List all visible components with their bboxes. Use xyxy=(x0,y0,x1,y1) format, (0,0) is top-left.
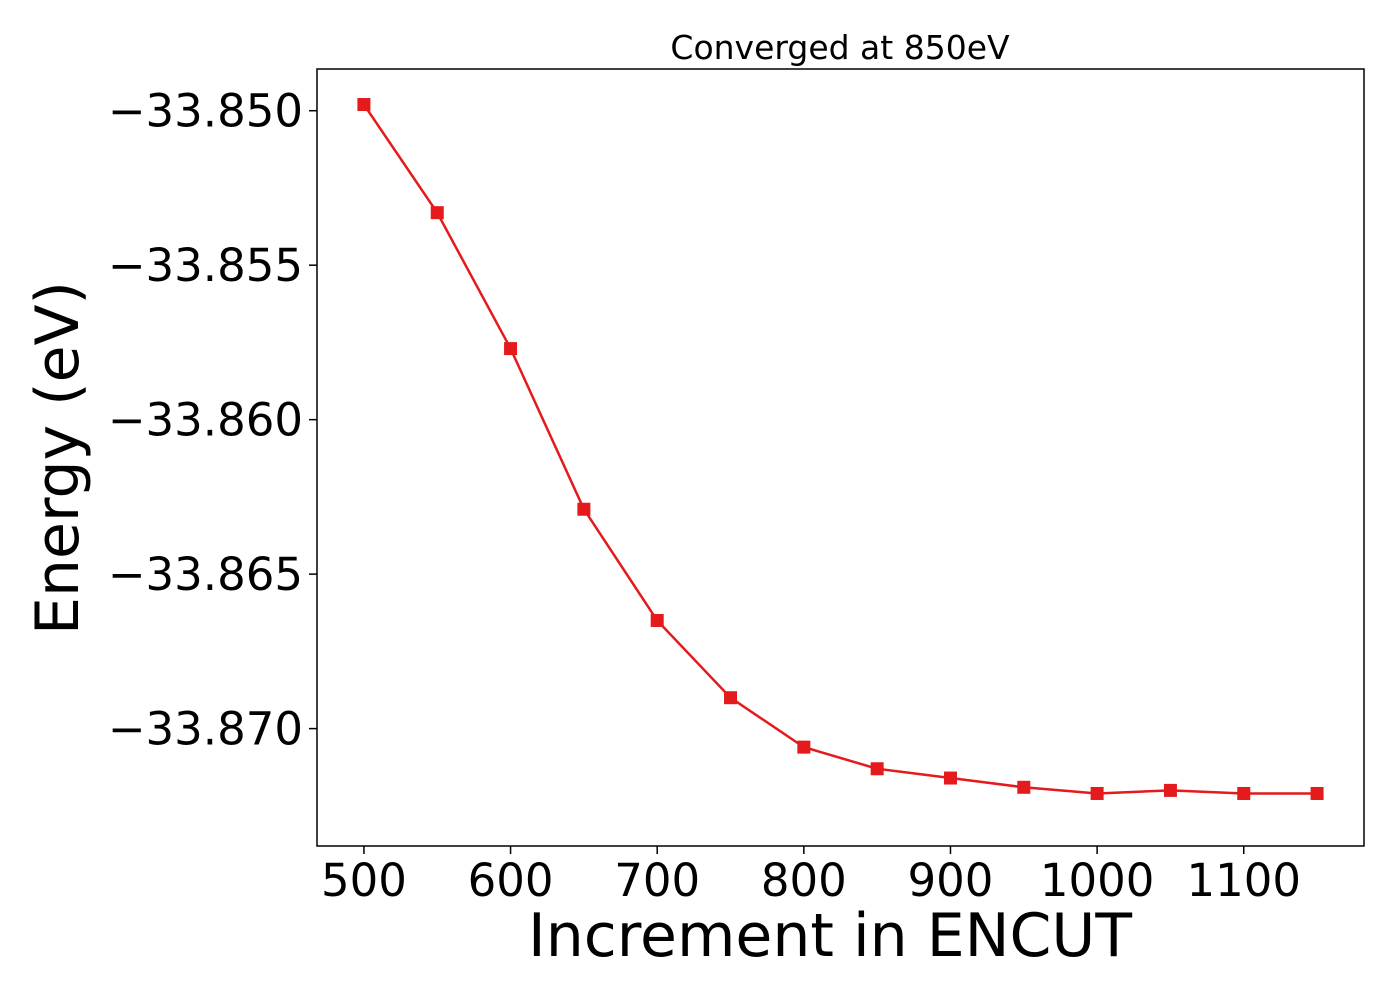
data-point xyxy=(650,613,664,627)
data-point xyxy=(1163,783,1177,797)
data-point xyxy=(797,740,811,754)
data-point xyxy=(504,342,518,356)
y-tick-label: −33.865 xyxy=(108,548,303,601)
y-axis: −33.850 −33.855 −33.860 −33.865 −33.870 xyxy=(108,85,317,756)
data-point xyxy=(1090,786,1104,800)
plot-area xyxy=(316,68,1365,847)
data-point xyxy=(1310,786,1324,800)
data-point xyxy=(430,206,444,220)
x-tick-label: 800 xyxy=(761,854,847,907)
data-point xyxy=(1017,780,1031,794)
x-tick-label: 600 xyxy=(468,854,554,907)
data-point xyxy=(943,771,957,785)
x-tick-label: 1100 xyxy=(1186,854,1301,907)
data-point xyxy=(577,502,591,516)
series-markers xyxy=(357,98,1324,800)
data-point xyxy=(724,691,738,705)
x-tick-label: 900 xyxy=(908,854,994,907)
y-tick-label: −33.855 xyxy=(108,239,303,292)
y-tick-label: −33.850 xyxy=(108,85,303,138)
data-point xyxy=(870,762,884,776)
x-axis-label: Increment in ENCUT xyxy=(528,901,1132,971)
x-tick-label: 700 xyxy=(614,854,700,907)
y-tick-label: −33.860 xyxy=(108,394,303,447)
chart-title: Converged at 850eV xyxy=(670,28,1010,67)
x-tick-label: 500 xyxy=(321,854,407,907)
x-axis: 500 600 700 800 900 1000 1100 xyxy=(321,846,1301,907)
data-point xyxy=(357,98,371,112)
data-point xyxy=(1237,786,1251,800)
y-axis-label: Energy (eV) xyxy=(23,281,93,635)
series-line xyxy=(362,103,1318,795)
x-tick-label: 1000 xyxy=(1040,854,1155,907)
y-tick-label: −33.870 xyxy=(108,703,303,756)
